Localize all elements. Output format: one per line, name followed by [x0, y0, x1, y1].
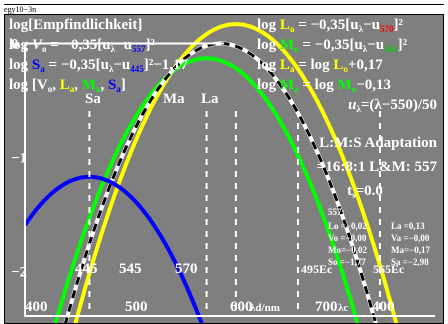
header-left-v-formula: log Vo = −0,35[uλ−u557]² — [9, 37, 155, 54]
chart-panel: log[Empfindlichkeit] log Vo = −0,35[uλ−u5… — [4, 14, 444, 324]
info-block-title: 557: — [328, 207, 345, 217]
header-right-la: log La = log Lo+0,17 — [257, 57, 383, 74]
info-row-0-left: Lo =−0,02 — [328, 221, 367, 231]
peak-label-sa: Sa — [85, 91, 101, 107]
marker-label-545: 545 — [119, 261, 142, 277]
marker-label-445: 445 — [75, 261, 98, 277]
y-tick-label-2: −2 — [11, 264, 27, 280]
curve-vo-dashed- — [64, 42, 378, 323]
info-row-1-right: Va =−0,00 — [391, 233, 430, 243]
header-right-ma: log Ma = log Mo−0,13 — [257, 77, 391, 94]
caption-rule — [4, 4, 444, 5]
y-tick-label-1: −1 — [11, 150, 27, 166]
axes-layer — [24, 42, 435, 317]
text-layer: log[Empfindlichkeit] log Vo = −0,35[uλ−u5… — [9, 17, 438, 315]
header-right-u-def: uλ=(λ−550)/50 — [348, 97, 437, 114]
marker-label-495ec: 495Ec — [301, 262, 333, 276]
x-tick-label-700: 700 — [315, 299, 338, 315]
info-row-1-left: Vo =−0,00 — [328, 233, 367, 243]
caption-label: egy10−3n — [4, 5, 37, 14]
peak-label-ma: Ma — [163, 91, 185, 107]
curve-sa — [23, 174, 204, 323]
header-left-s-formula: log Sa = −0,35[uλ−u445]²−1,17 — [9, 57, 189, 74]
marker-label-565ec: 565Ec — [373, 262, 405, 276]
header-left-title: log[Empfindlichkeit] — [9, 17, 142, 33]
header-left-legend: log [Vo, La, Ma, Sa] — [9, 77, 126, 94]
marker-lines — [88, 111, 381, 317]
info-line2: =16:8:1 L&M: 557 — [317, 159, 438, 175]
x-tick-label-400: 400 — [25, 299, 48, 315]
x-axis-label-2: λc — [338, 302, 348, 314]
sensitivity-chart: log[Empfindlichkeit] log Vo = −0,35[uλ−u5… — [9, 17, 438, 323]
info-row-3-left: So =−1,77 — [328, 257, 366, 267]
y-tick-label-0: 0 — [11, 36, 19, 52]
x-tick-label-600: 600 — [230, 299, 253, 315]
x-tick-label-400b: 400 — [372, 299, 395, 315]
marker-label-570: 570 — [175, 261, 198, 277]
x-axis-label: λd/nm — [250, 302, 280, 314]
info-row-0-right: La =0,13 — [391, 221, 425, 231]
header-right-m-formula: log Mo = −0,35[uλ−u545]² — [257, 37, 408, 54]
curve-ma — [53, 56, 360, 323]
x-tick-label-500: 500 — [125, 299, 148, 315]
info-line1: L:M:S Adaptation — [319, 135, 438, 151]
info-row-2-left: Mo=−0,02 — [328, 245, 368, 255]
header-right-l-formula: log Lo = −0,35[uλ−u570]² — [257, 17, 403, 34]
curve-la — [73, 22, 399, 323]
info-line3: ts=0.0 — [347, 183, 383, 200]
info-row-2-right: Ma=−0,17 — [391, 245, 431, 255]
info-row-3-right: Sa =−2,98 — [391, 257, 429, 267]
caption-area: egy10−3n — [4, 0, 444, 14]
peak-label-la: La — [201, 91, 219, 107]
